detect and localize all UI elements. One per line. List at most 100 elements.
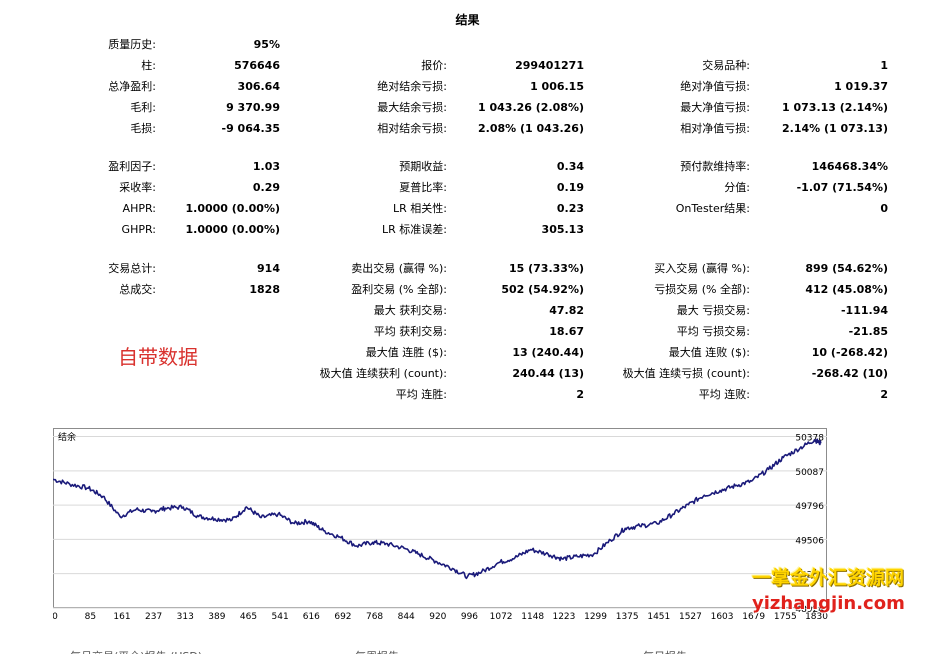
balance-chart: 50378 50087 49796 49506 49215 48924 0 85 161 237 3… [53, 431, 828, 622]
page-title: 结果 [455, 13, 480, 27]
stat-value: 13 (240.44) [512, 346, 584, 359]
stat-label: 相对净值亏损: [680, 122, 750, 135]
x-tick-label: 1223 [552, 612, 575, 622]
stat-label: GHPR: [121, 223, 156, 236]
stat-label: 交易品种: [702, 59, 750, 72]
report-link[interactable]: 每周报告 [355, 648, 399, 654]
stat-label: 平均 亏损交易: [676, 325, 750, 338]
stat-label: 最大结余亏损: [377, 101, 447, 114]
stat-value: 576646 [234, 59, 280, 72]
x-tick-label: 1527 [679, 612, 702, 622]
stat-label: 最大值 连败 ($): [668, 346, 750, 359]
stat-label: 最大净值亏损: [680, 101, 750, 114]
x-tick-label: 465 [240, 612, 257, 622]
stat-value: 1.0000 (0.00%) [185, 202, 281, 215]
x-tick-label: 541 [272, 612, 289, 622]
stat-label: 极大值 连续获利 (count): [319, 367, 447, 380]
stat-value: 95% [253, 38, 280, 51]
stat-value: -9 064.35 [221, 122, 281, 135]
stat-value: 18.67 [549, 325, 584, 338]
x-tick-label: 1299 [584, 612, 607, 622]
stat-value: 2.14% (1 073.13) [782, 122, 888, 135]
stat-label: 极大值 连续亏损 (count): [622, 367, 750, 380]
watermark-url: yizhangjin.com [752, 593, 905, 614]
stat-label: 平均 连胜: [395, 388, 447, 401]
stat-value: 1828 [249, 283, 280, 296]
stat-value: 914 [257, 262, 280, 275]
x-tick-label: 237 [145, 612, 162, 622]
stat-value: 0.19 [556, 181, 584, 194]
stat-value: 1 073.13 (2.14%) [782, 101, 888, 114]
y-tick-label: 49796 [795, 502, 824, 512]
stat-value: -268.42 (10) [811, 367, 888, 380]
stat-value: 1 019.37 [834, 80, 888, 93]
stat-label: 相对结余亏损: [377, 122, 447, 135]
report-link[interactable]: 每月交易(平仓)报告 (USD) [70, 648, 202, 654]
x-tick-label: 996 [461, 612, 478, 622]
stat-label: 报价: [421, 59, 447, 72]
stat-value: 1.03 [252, 160, 280, 173]
report-link[interactable]: 每日报告 [643, 648, 687, 654]
stat-label: OnTester结果: [675, 202, 750, 215]
x-tick-label: 161 [113, 612, 130, 622]
stat-value: 1 006.15 [530, 80, 584, 93]
side-note-label: 自带数据 [118, 345, 198, 369]
stat-label: 盈利因子: [108, 160, 156, 173]
stat-label: 预期收益: [399, 160, 447, 173]
x-tick-label: 920 [429, 612, 446, 622]
y-tick-label: 50378 [795, 433, 824, 443]
stat-value: -21.85 [848, 325, 888, 338]
stat-label: 毛损: [130, 122, 156, 135]
stat-label: 分值: [724, 181, 750, 194]
stat-label: 采收率: [119, 181, 156, 194]
stat-label: LR 相关性: [393, 202, 447, 215]
x-tick-label: 844 [398, 612, 415, 622]
x-tick-label: 0 [53, 612, 58, 622]
x-tick-label: 85 [85, 612, 96, 622]
x-tick-label: 313 [177, 612, 194, 622]
stat-label: 绝对净值亏损: [680, 80, 750, 93]
balance-series-line [53, 438, 822, 580]
stat-label: 平均 连败: [698, 388, 750, 401]
x-tick-label: 1755 [774, 612, 797, 622]
x-tick-label: 1679 [742, 612, 765, 622]
stat-label: 毛利: [130, 101, 156, 114]
x-tick-label: 1451 [647, 612, 670, 622]
x-tick-label: 1375 [616, 612, 639, 622]
stat-value: 2 [880, 388, 888, 401]
stat-value: 240.44 (13) [512, 367, 584, 380]
stat-value: 9 370.99 [226, 101, 280, 114]
stat-value: 146468.34% [811, 160, 888, 173]
stat-value: -111.94 [840, 304, 888, 317]
stat-label: 交易总计: [108, 262, 156, 275]
stat-value: 305.13 [541, 223, 584, 236]
stat-label: 盈利交易 (% 全部): [351, 283, 447, 296]
stat-label: 买入交易 (赢得 %): [654, 262, 750, 275]
x-tick-label: 1830 [805, 612, 828, 622]
stat-value: 2.08% (1 043.26) [478, 122, 584, 135]
bottom-partial-links: 每月交易(平仓)报告 (USD) 每周报告 每日报告 [0, 646, 935, 654]
stat-label: 绝对结余亏损: [377, 80, 447, 93]
stat-value: 0.23 [556, 202, 584, 215]
x-tick-label: 768 [366, 612, 383, 622]
stat-label: 预付款维持率: [680, 160, 750, 173]
stat-value: -1.07 (71.54%) [796, 181, 888, 194]
stat-value: 1.0000 (0.00%) [185, 223, 281, 236]
stat-label: 亏损交易 (% 全部): [654, 283, 750, 296]
stat-label: 最大值 连胜 ($): [365, 346, 447, 359]
stat-value: 306.64 [237, 80, 280, 93]
y-tick-label: 50087 [795, 468, 824, 478]
stat-label: 质量历史: [108, 38, 156, 51]
stat-label: 最大 获利交易: [373, 304, 447, 317]
stat-label: 平均 获利交易: [373, 325, 447, 338]
stat-label: 夏普比率: [399, 181, 447, 194]
stat-value: 15 (73.33%) [508, 262, 584, 275]
stat-label: 总成交: [119, 283, 156, 296]
stat-value: 899 (54.62%) [805, 262, 888, 275]
stat-label: 卖出交易 (赢得 %): [351, 262, 447, 275]
stat-value: 0.29 [252, 181, 280, 194]
y-tick-label: 48924 [795, 605, 824, 615]
balance-chart-frame [53, 428, 827, 608]
x-tick-label: 389 [208, 612, 225, 622]
stat-value: 412 (45.08%) [805, 283, 888, 296]
